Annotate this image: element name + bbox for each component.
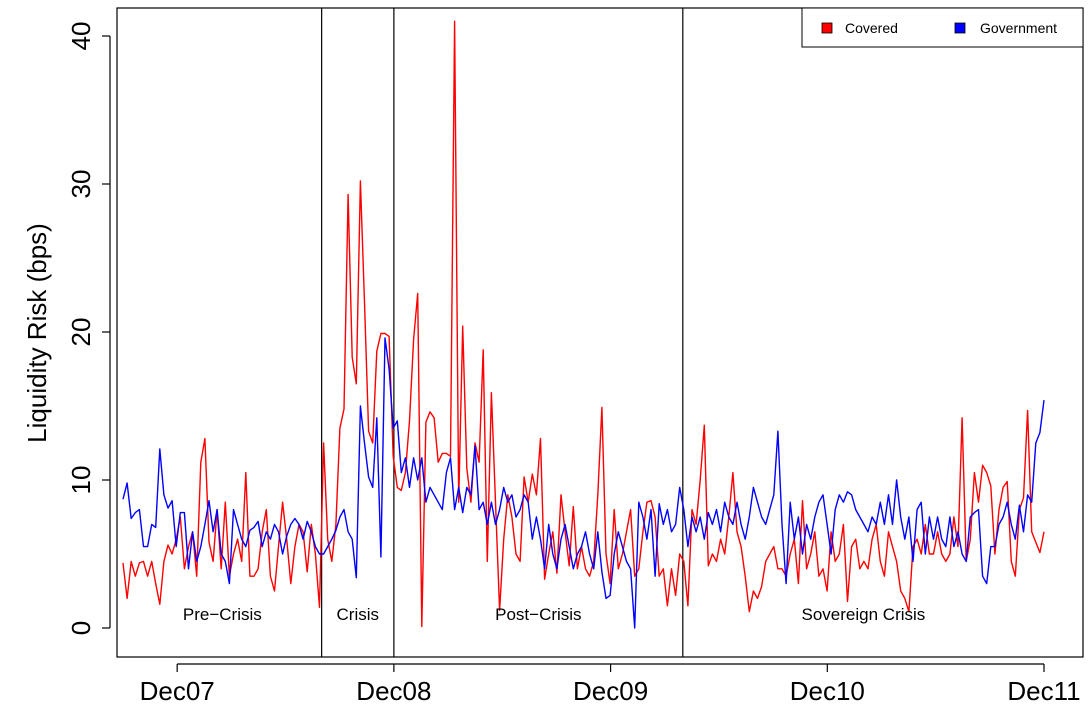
x-tick-label-Dec08: Dec08 — [356, 676, 431, 706]
x-axis: Dec07 Dec08 Dec09 Dec10 Dec11 — [140, 663, 1081, 706]
y-axis-title: Liquidity Risk (bps) — [22, 223, 52, 443]
legend-swatch-covered — [821, 22, 833, 34]
series-line-covered — [122, 20, 1045, 628]
series-line-government — [122, 337, 1045, 629]
legend-box — [801, 7, 1084, 48]
plot-frame — [116, 7, 1084, 658]
x-tick-label-Dec10: Dec10 — [790, 676, 865, 706]
y-tick-label-0: 0 — [66, 621, 96, 635]
series-layer — [122, 20, 1045, 629]
x-tick-label-Dec11: Dec11 — [1007, 676, 1080, 706]
y-tick-label-40: 40 — [66, 22, 96, 51]
legend-swatch-government — [954, 22, 966, 34]
period-label-4: Sovereign Crisis — [802, 605, 926, 624]
period-labels: Pre−Crisis Crisis Post−Crisis Sovereign Cri… — [183, 605, 925, 624]
legend: Covered Government — [801, 7, 1084, 48]
legend-label-government: Government — [980, 20, 1057, 36]
x-tick-label-Dec07: Dec07 — [140, 676, 215, 706]
y-axis: 0 10 20 30 40 — [66, 22, 111, 635]
period-label-3: Post−Crisis — [495, 605, 581, 624]
x-tick-label-Dec09: Dec09 — [573, 676, 648, 706]
period-label-2: Crisis — [337, 605, 380, 624]
y-tick-label-20: 20 — [66, 318, 96, 347]
y-tick-label-30: 30 — [66, 170, 96, 199]
period-label-1: Pre−Crisis — [183, 605, 262, 624]
legend-label-covered: Covered — [845, 20, 898, 36]
y-tick-label-10: 10 — [66, 466, 96, 495]
